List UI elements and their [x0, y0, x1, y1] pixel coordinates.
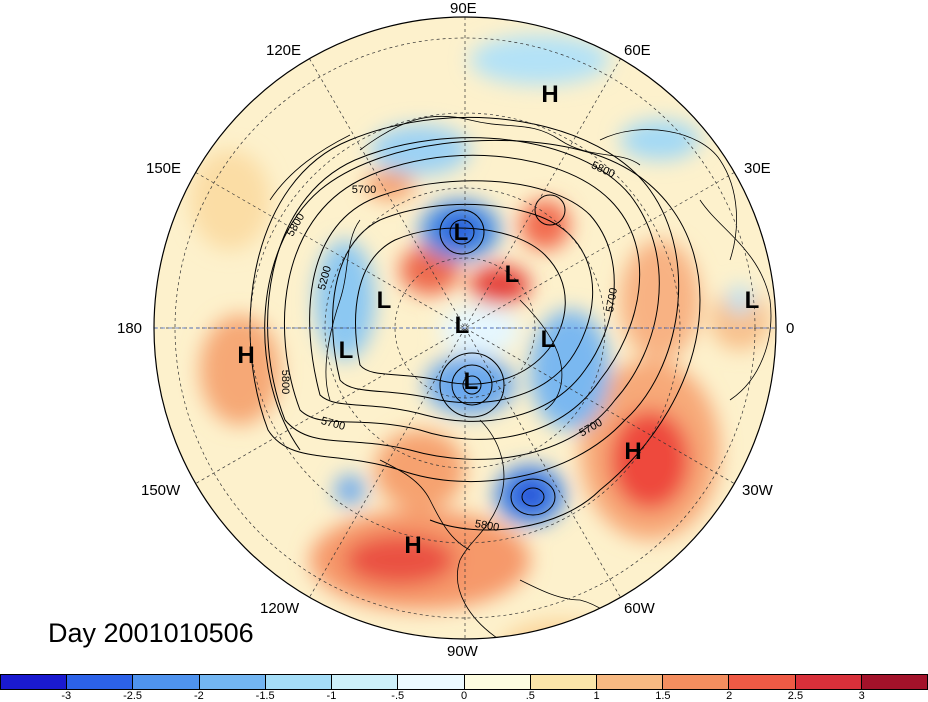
- colorbar-swatch: [1, 675, 68, 689]
- colorbar-swatch: [265, 675, 333, 689]
- high-pressure-marker: H: [237, 342, 255, 369]
- low-pressure-marker: L: [463, 368, 479, 395]
- colorbar-tick-label: -1.5: [255, 690, 275, 702]
- colorbar-swatch: [663, 675, 730, 689]
- contour-label: 5700: [351, 184, 377, 196]
- low-pressure-marker: L: [504, 261, 520, 288]
- lon-label-90w: 90W: [447, 643, 478, 660]
- map-border: [153, 16, 777, 640]
- lon-label-180: 180: [117, 320, 143, 337]
- lon-label-0: 0: [786, 320, 795, 337]
- colorbar-tick-label: 2.5: [787, 690, 804, 702]
- low-pressure-marker: L: [454, 312, 470, 339]
- colorbar-swatch: [398, 675, 465, 689]
- colorbar-tick-label: 2: [726, 690, 733, 702]
- high-pressure-marker: H: [404, 532, 422, 559]
- lon-label-120e: 120E: [266, 42, 302, 59]
- colorbar-swatch: [464, 675, 531, 689]
- colorbar-tick-label: -.5: [391, 690, 405, 702]
- lon-label-30w: 30W: [742, 482, 773, 499]
- map-title: Day 2001010506: [48, 618, 254, 648]
- colorbar: [0, 674, 928, 690]
- low-pressure-marker: L: [540, 326, 556, 353]
- colorbar-tick-label: 0: [460, 690, 468, 702]
- colorbar-swatch: [199, 675, 266, 689]
- low-pressure-marker: L: [338, 337, 354, 364]
- colorbar-tick-label: -2: [193, 690, 204, 702]
- colorbar-tick-label: 1.5: [655, 690, 671, 702]
- lon-label-60w: 60W: [624, 600, 655, 617]
- colorbar-swatch: [67, 675, 134, 689]
- colorbar-swatch: [795, 675, 862, 689]
- colorbar-tick-label: 3: [858, 690, 865, 702]
- lon-label-30e: 30E: [744, 160, 771, 177]
- colorbar-swatch: [133, 675, 200, 689]
- colorbar-swatch: [861, 675, 928, 689]
- contour-label: 5800: [279, 369, 291, 395]
- colorbar-swatch: [729, 675, 796, 689]
- lon-label-120w: 120W: [260, 600, 300, 617]
- high-pressure-marker: H: [541, 81, 559, 108]
- colorbar-tick-label: -3: [61, 690, 72, 702]
- lon-label-150e: 150E: [146, 160, 182, 177]
- low-pressure-marker: L: [376, 287, 392, 314]
- colorbar-tick-label: 1: [593, 690, 600, 702]
- coastlines: [269, 115, 772, 639]
- colorbar-swatch: [596, 675, 664, 689]
- colorbar-tick-label: -2.5: [123, 690, 143, 702]
- low-pressure-marker: L: [453, 219, 469, 246]
- anomaly-shading: [154, 17, 776, 639]
- lon-label-90e: 90E: [450, 0, 477, 17]
- colorbar-tick-label: -1: [326, 690, 337, 702]
- low-pressure-marker: L: [744, 287, 760, 314]
- height-contours: [249, 117, 701, 531]
- colorbar-swatch: [530, 675, 597, 689]
- colorbar-tick-label: .5: [525, 690, 535, 702]
- lon-label-150w: 150W: [141, 482, 181, 499]
- colorbar-swatch: [332, 675, 399, 689]
- lon-label-60e: 60E: [624, 42, 651, 59]
- high-pressure-marker: H: [624, 438, 642, 465]
